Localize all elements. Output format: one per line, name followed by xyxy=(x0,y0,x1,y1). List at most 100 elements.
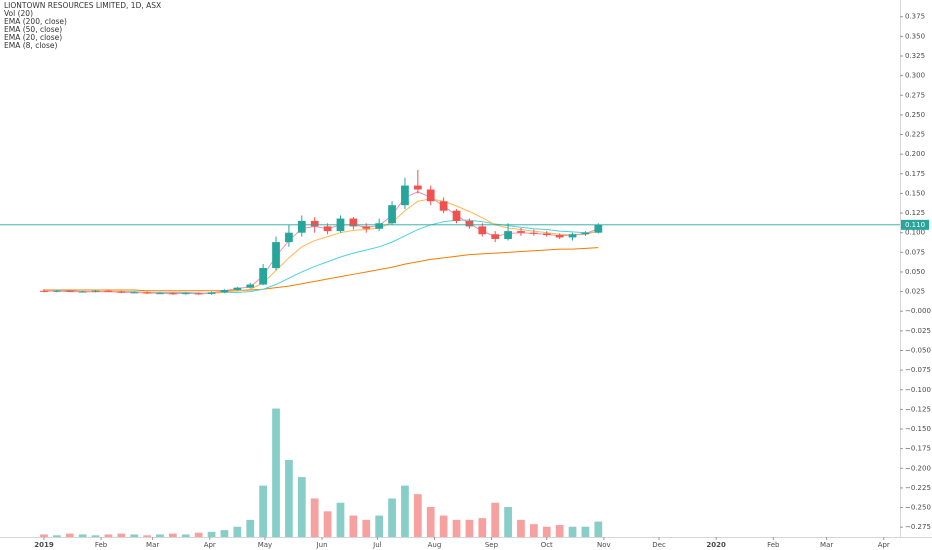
candle-body xyxy=(401,185,409,206)
volume-bar xyxy=(297,477,306,537)
x-tick-label: Aug xyxy=(428,541,442,549)
volume-bar xyxy=(517,519,525,537)
x-tick-label: Mar xyxy=(146,541,159,549)
ema-line xyxy=(43,219,599,294)
volume-bar xyxy=(542,526,551,537)
candle-body xyxy=(413,185,422,190)
x-tick-label: Feb xyxy=(95,541,108,549)
y-tick-label: 0.350 xyxy=(905,32,925,40)
volume-bar xyxy=(78,534,87,537)
x-tick-label: 2019 xyxy=(34,541,54,549)
candle-body xyxy=(104,290,113,292)
volume-bar xyxy=(491,502,500,537)
candle-body xyxy=(426,189,435,202)
volume-bar xyxy=(594,521,603,537)
volume-bar xyxy=(91,535,100,537)
volume-bar xyxy=(207,531,216,537)
volume-bar xyxy=(233,526,242,537)
candle-body xyxy=(220,290,229,293)
legend-entry: Vol (20) xyxy=(4,9,33,18)
legend-entry: EMA (8, close) xyxy=(4,41,58,50)
candle-body xyxy=(297,220,306,233)
volume-bar xyxy=(581,526,590,537)
y-tick-label: −0.100 xyxy=(905,386,931,394)
volume-bar xyxy=(529,524,538,537)
y-tick-label: 0.375 xyxy=(905,13,925,21)
y-tick-label: −0.175 xyxy=(905,445,931,453)
volume-bar xyxy=(194,532,203,537)
y-tick-label: 0.275 xyxy=(905,91,925,99)
candle-body xyxy=(529,232,538,234)
volume-bar xyxy=(143,535,151,537)
x-tick-label: Apr xyxy=(878,541,890,549)
y-tick-label: 0.225 xyxy=(905,131,925,139)
volume-bar xyxy=(259,485,267,537)
y-tick-label: −0.025 xyxy=(905,327,931,335)
candle-body xyxy=(65,290,74,292)
candle-body xyxy=(130,292,139,294)
volume-bar xyxy=(220,530,229,537)
y-tick-label: −0.275 xyxy=(905,523,931,531)
legend-entry: EMA (20, close) xyxy=(4,33,62,42)
chart-title: LIONTOWN RESOURCES LIMITED, 1D, ASX xyxy=(4,1,161,10)
volume-bar xyxy=(555,525,564,537)
volume-bar xyxy=(65,533,74,537)
y-tick-label: −0.150 xyxy=(905,425,931,433)
x-tick-label: 2020 xyxy=(706,541,726,549)
candle-body xyxy=(78,291,87,293)
volume-bar xyxy=(310,498,319,537)
candle-body xyxy=(349,218,358,227)
y-tick-label: −0.075 xyxy=(905,366,931,374)
y-tick-label: −0.200 xyxy=(905,464,931,472)
x-tick-label: Dec xyxy=(652,541,666,549)
candle-body xyxy=(568,234,577,238)
volume-bar xyxy=(323,511,332,537)
volume-bar xyxy=(401,485,409,537)
candle-body xyxy=(156,293,164,295)
volume-bar xyxy=(465,519,474,537)
y-tick-label: −0.050 xyxy=(905,346,931,354)
volume-bar xyxy=(181,534,190,537)
y-tick-label: 0.175 xyxy=(905,170,925,178)
x-tick-label: May xyxy=(258,541,272,549)
candle-body xyxy=(207,292,216,294)
volume-bar xyxy=(568,526,577,537)
volume-bar xyxy=(40,534,48,537)
y-tick-label: 0.300 xyxy=(905,72,925,80)
volume-bar xyxy=(117,533,126,537)
candle-body xyxy=(542,233,551,236)
volume-bar xyxy=(169,533,177,537)
candle-body xyxy=(143,292,151,294)
volume-bar xyxy=(413,494,422,537)
x-tick-label: Oct xyxy=(541,541,553,549)
candle-body xyxy=(259,268,267,285)
volume-bar xyxy=(478,518,487,537)
volume-bar xyxy=(504,507,512,537)
candle-body xyxy=(594,224,603,233)
legend-entry: EMA (200, close) xyxy=(4,17,67,26)
ema-line xyxy=(43,247,599,292)
candle-body xyxy=(452,210,461,221)
y-tick-label: 0.200 xyxy=(905,150,925,158)
y-tick-label: 0.125 xyxy=(905,209,925,217)
y-tick-label: 0.075 xyxy=(905,248,925,256)
volume-bar xyxy=(452,519,461,537)
volume-bar xyxy=(272,408,280,537)
volume-bar xyxy=(375,515,384,537)
volume-bar xyxy=(439,515,448,537)
x-tick-label: Nov xyxy=(597,541,611,549)
candle-body xyxy=(310,220,319,227)
candle-body xyxy=(194,293,203,295)
volume-bar xyxy=(426,507,435,537)
candle-body xyxy=(323,226,332,232)
y-tick-label: 0.150 xyxy=(905,189,925,197)
y-tick-label: −0.000 xyxy=(905,307,931,315)
x-tick-label: Apr xyxy=(204,541,216,549)
candle-body xyxy=(169,293,177,295)
x-tick-label: Feb xyxy=(767,541,780,549)
volume-bar xyxy=(349,515,358,537)
legend-entry: EMA (50, close) xyxy=(4,25,62,34)
candle-body xyxy=(504,231,512,239)
candle-body xyxy=(439,201,448,211)
